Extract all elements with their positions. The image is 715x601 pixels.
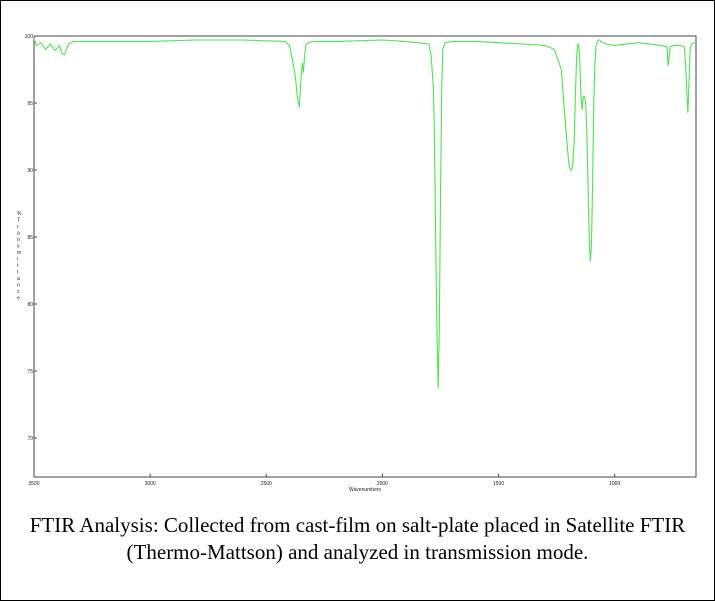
y-tick-label: 90 — [27, 168, 33, 174]
x-axis-label: Wavenumbers — [349, 487, 382, 493]
figure-caption: FTIR Analysis: Collected from cast-film … — [29, 513, 686, 564]
x-tick-label: 3500 — [28, 481, 39, 487]
y-tick-label: 95 — [27, 101, 33, 107]
x-tick-label: 2000 — [377, 481, 388, 487]
y-tick-label: 75 — [27, 369, 33, 375]
y-tick-label: 70 — [27, 436, 33, 442]
spectrum-line — [33, 38, 696, 389]
y-tick-label: 80 — [27, 302, 33, 308]
x-tick-label: 1000 — [609, 481, 620, 487]
x-tick-label: 2500 — [261, 481, 272, 487]
y-tick-label: 100 — [25, 34, 34, 40]
plot-area — [33, 35, 697, 478]
ftir-chart: 100 95 90 85 80 75 70 3500 3000 2500 2000 1500 1000… — [15, 17, 701, 511]
x-tick-label: 1500 — [493, 481, 504, 487]
x-tick-label: 3000 — [145, 481, 156, 487]
y-tick-label: 85 — [27, 235, 33, 241]
ftir-chart-svg: 100 95 90 85 80 75 70 3500 3000 2500 2000 1500 1000… — [17, 34, 697, 493]
